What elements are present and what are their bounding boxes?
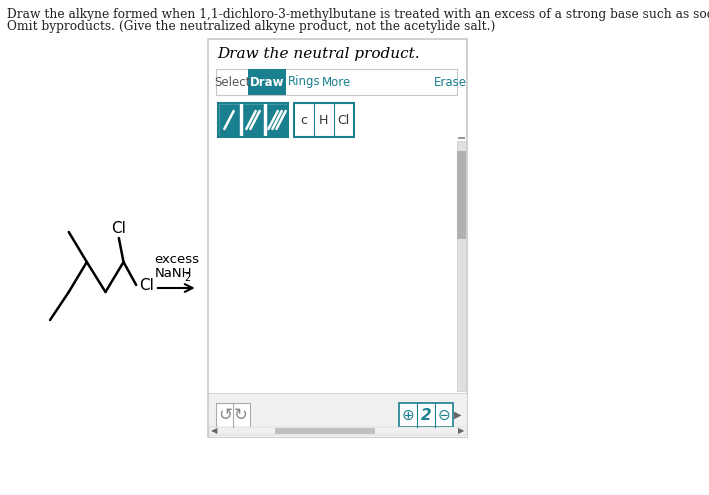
Bar: [294, 103, 354, 137]
Text: Draw: Draw: [250, 76, 284, 89]
Text: ↻: ↻: [234, 406, 247, 424]
Text: Cl: Cl: [111, 221, 126, 236]
Bar: [399, 403, 452, 427]
Text: ⊕: ⊕: [402, 407, 415, 423]
Bar: [218, 103, 240, 137]
Bar: [208, 393, 467, 437]
Text: NaNH: NaNH: [155, 267, 192, 280]
Bar: [242, 103, 264, 137]
Bar: [457, 141, 466, 391]
Bar: [266, 103, 289, 137]
Text: Cl: Cl: [139, 278, 154, 293]
Text: 2: 2: [420, 407, 431, 423]
Text: ↺: ↺: [218, 406, 233, 424]
Text: ▶: ▶: [454, 410, 462, 420]
Text: Rings: Rings: [287, 76, 320, 89]
Bar: [457, 151, 466, 239]
Text: Cl: Cl: [337, 113, 350, 127]
Bar: [216, 403, 250, 427]
Bar: [208, 39, 467, 437]
Text: Draw the alkyne formed when 1,1-dichloro-3-methylbutane is treated with an exces: Draw the alkyne formed when 1,1-dichloro…: [6, 8, 709, 21]
Text: ▶: ▶: [458, 427, 464, 436]
Text: More: More: [322, 76, 351, 89]
Text: 2: 2: [184, 273, 190, 283]
Text: c: c: [301, 113, 307, 127]
Bar: [218, 103, 289, 137]
Text: H: H: [319, 113, 328, 127]
Bar: [216, 69, 457, 95]
Bar: [248, 69, 286, 95]
Text: ◀: ◀: [211, 427, 218, 436]
Bar: [209, 427, 467, 435]
Text: Omit byproducts. (Give the neutralized alkyne product, not the acetylide salt.): Omit byproducts. (Give the neutralized a…: [6, 20, 495, 33]
Text: ⊖: ⊖: [437, 407, 450, 423]
Text: excess: excess: [154, 253, 199, 266]
Text: Draw the neutral product.: Draw the neutral product.: [218, 47, 420, 61]
Text: Select: Select: [214, 76, 250, 89]
Bar: [275, 428, 375, 434]
Text: Erase: Erase: [433, 76, 467, 89]
